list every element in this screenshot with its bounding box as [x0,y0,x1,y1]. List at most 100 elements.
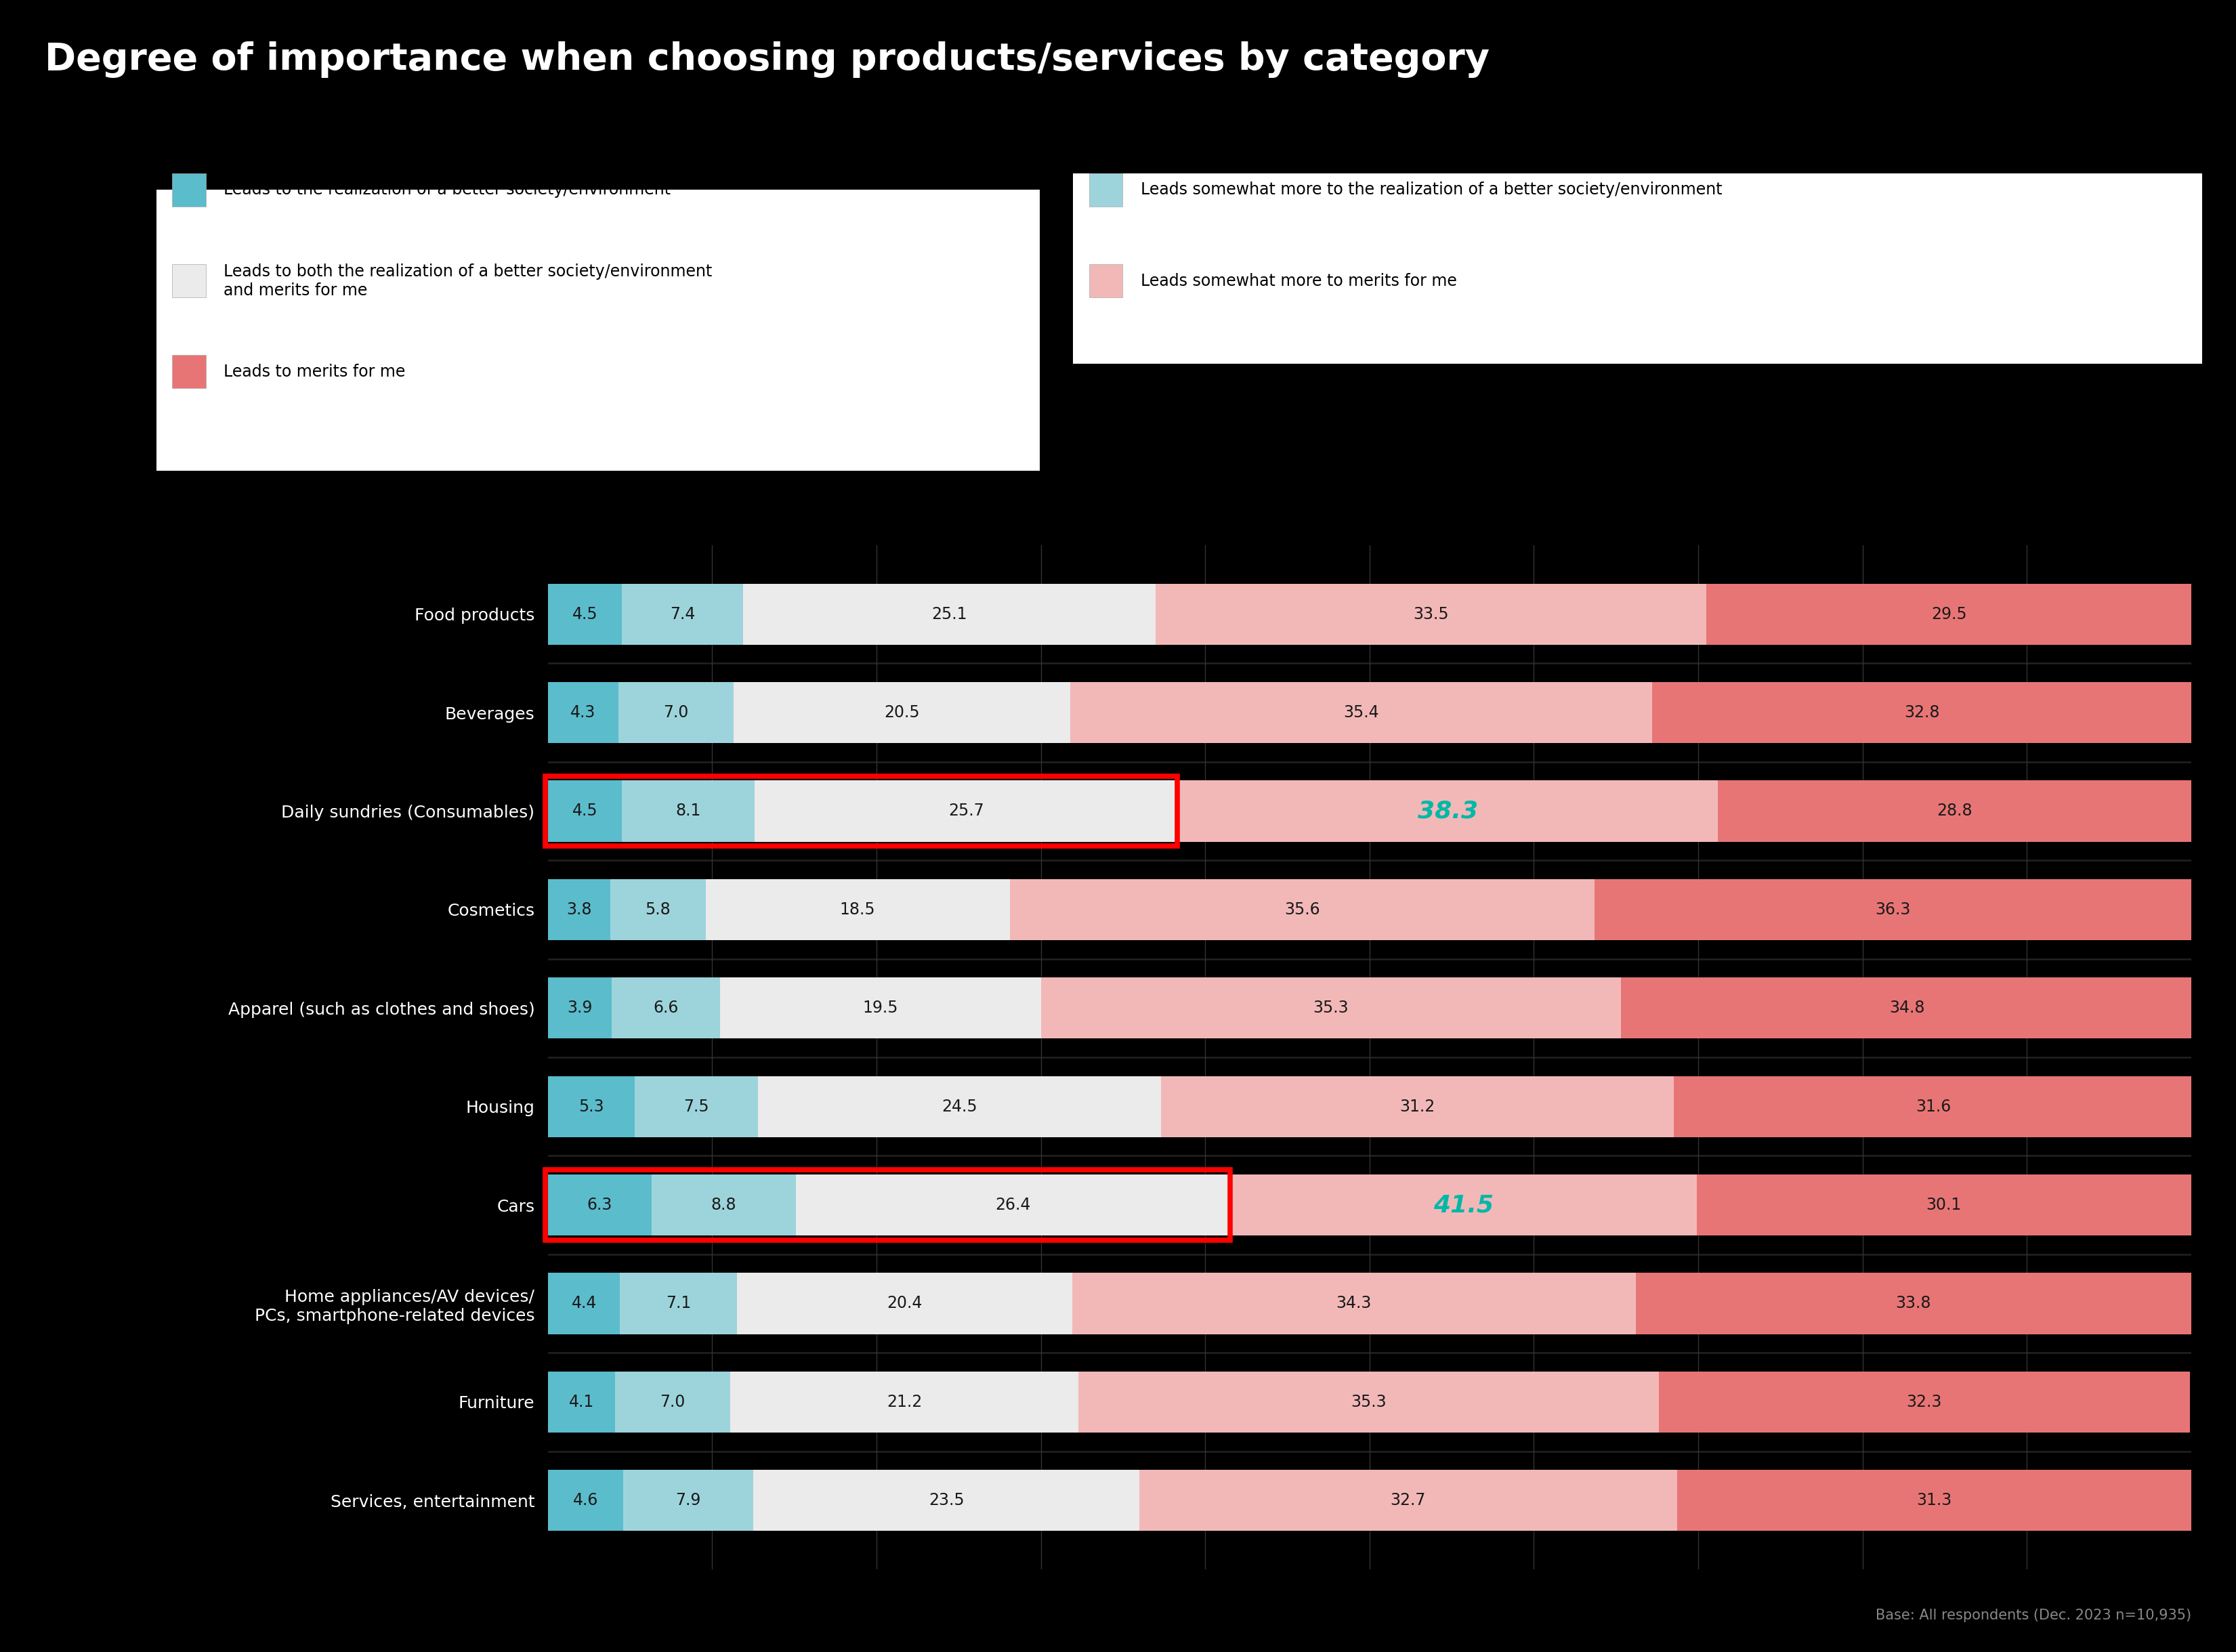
Text: 34.8: 34.8 [1889,999,1925,1016]
Bar [619,682,733,743]
Text: 4.4: 4.4 [572,1295,597,1312]
Text: 19.5: 19.5 [863,999,899,1016]
Text: 5.3: 5.3 [579,1099,604,1115]
Text: 18.5: 18.5 [841,902,877,917]
Bar [1697,1175,2191,1236]
Bar [548,1371,615,1432]
Bar [754,1470,1140,1531]
Text: Leads somewhat more to merits for me: Leads somewhat more to merits for me [1140,273,1456,289]
Text: 29.5: 29.5 [1932,606,1968,623]
Text: 24.5: 24.5 [941,1099,977,1115]
Text: 4.5: 4.5 [572,606,597,623]
Text: 7.4: 7.4 [671,606,695,623]
Bar [738,1274,1071,1335]
Bar [756,780,1178,841]
Bar [1673,1075,2194,1137]
Bar [548,682,619,743]
Text: 7.1: 7.1 [666,1295,691,1312]
Bar [1677,1470,2191,1531]
Bar [548,1075,635,1137]
Bar [548,1175,651,1236]
Text: 20.4: 20.4 [888,1295,921,1312]
Text: 32.3: 32.3 [1907,1394,1941,1411]
Text: 35.4: 35.4 [1344,704,1380,720]
Text: Leads somewhat more to the realization of a better society/environment: Leads somewhat more to the realization o… [1140,182,1722,198]
Bar [1706,583,2191,644]
Bar [613,978,720,1039]
Bar [548,978,613,1039]
Text: Leads to merits for me: Leads to merits for me [224,363,405,380]
Text: 8.1: 8.1 [675,803,702,819]
Text: 41.5: 41.5 [1433,1193,1494,1216]
Text: 33.8: 33.8 [1896,1295,1932,1312]
Bar [1659,1371,2189,1432]
Text: 31.2: 31.2 [1400,1099,1436,1115]
Text: 31.6: 31.6 [1916,1099,1952,1115]
Bar [1230,1175,1697,1236]
Text: 28.8: 28.8 [1936,803,1972,819]
Bar [622,583,742,644]
Bar [548,1274,619,1335]
Text: 33.5: 33.5 [1413,606,1449,623]
Text: 35.3: 35.3 [1351,1394,1386,1411]
Bar [758,1075,1160,1137]
Text: Base: All respondents (Dec. 2023 n=10,935): Base: All respondents (Dec. 2023 n=10,93… [1876,1609,2191,1622]
Bar [1140,1470,1677,1531]
Text: 30.1: 30.1 [1925,1198,1961,1213]
Bar [548,583,622,644]
Text: 32.7: 32.7 [1391,1492,1427,1508]
Bar [707,879,1011,940]
Bar [1011,879,1594,940]
Text: 25.7: 25.7 [948,803,984,819]
Bar [1717,780,2191,841]
Text: 4.6: 4.6 [572,1492,599,1508]
Text: Leads to both the realization of a better society/environment
and merits for me: Leads to both the realization of a bette… [224,263,713,299]
Text: 5.8: 5.8 [646,902,671,917]
Text: 25.1: 25.1 [932,606,968,623]
Bar [1078,1371,1659,1432]
Text: 6.3: 6.3 [586,1198,613,1213]
Text: 21.2: 21.2 [888,1394,921,1411]
Text: 4.5: 4.5 [572,803,597,819]
Text: 26.4: 26.4 [995,1198,1031,1213]
Text: 35.3: 35.3 [1313,999,1348,1016]
Bar [1040,978,1621,1039]
Text: 20.5: 20.5 [883,704,919,720]
Text: 7.5: 7.5 [684,1099,709,1115]
Text: 23.5: 23.5 [928,1492,964,1508]
Bar [796,1175,1230,1236]
Bar [1071,682,1652,743]
Bar [1160,1075,1673,1137]
Bar [731,1371,1078,1432]
Bar [1637,1274,2191,1335]
Text: 8.8: 8.8 [711,1198,736,1213]
Text: Leads to the realization of a better society/environment: Leads to the realization of a better soc… [224,182,671,198]
Text: 31.3: 31.3 [1916,1492,1952,1508]
Text: 4.3: 4.3 [570,704,595,720]
Bar [548,879,610,940]
Bar [622,780,756,841]
Bar [619,1274,738,1335]
Bar [548,1470,624,1531]
Bar [720,978,1042,1039]
Text: 6.6: 6.6 [653,999,680,1016]
Bar [624,1470,754,1531]
Text: 7.0: 7.0 [660,1394,686,1411]
Text: 7.9: 7.9 [675,1492,702,1508]
Bar [548,780,622,841]
Bar [651,1175,796,1236]
Bar [1652,682,2191,743]
Text: 36.3: 36.3 [1876,902,1912,917]
Text: 35.6: 35.6 [1283,902,1319,917]
Text: 3.9: 3.9 [568,999,593,1016]
Text: 4.1: 4.1 [568,1394,595,1411]
Text: 7.0: 7.0 [664,704,689,720]
Text: 3.8: 3.8 [566,902,593,917]
Bar [635,1075,758,1137]
Bar [610,879,707,940]
Text: 34.3: 34.3 [1337,1295,1371,1312]
Text: Degree of importance when choosing products/services by category: Degree of importance when choosing produ… [45,41,1489,78]
Bar [1594,879,2191,940]
Bar [742,583,1156,644]
Bar [1071,1274,1637,1335]
